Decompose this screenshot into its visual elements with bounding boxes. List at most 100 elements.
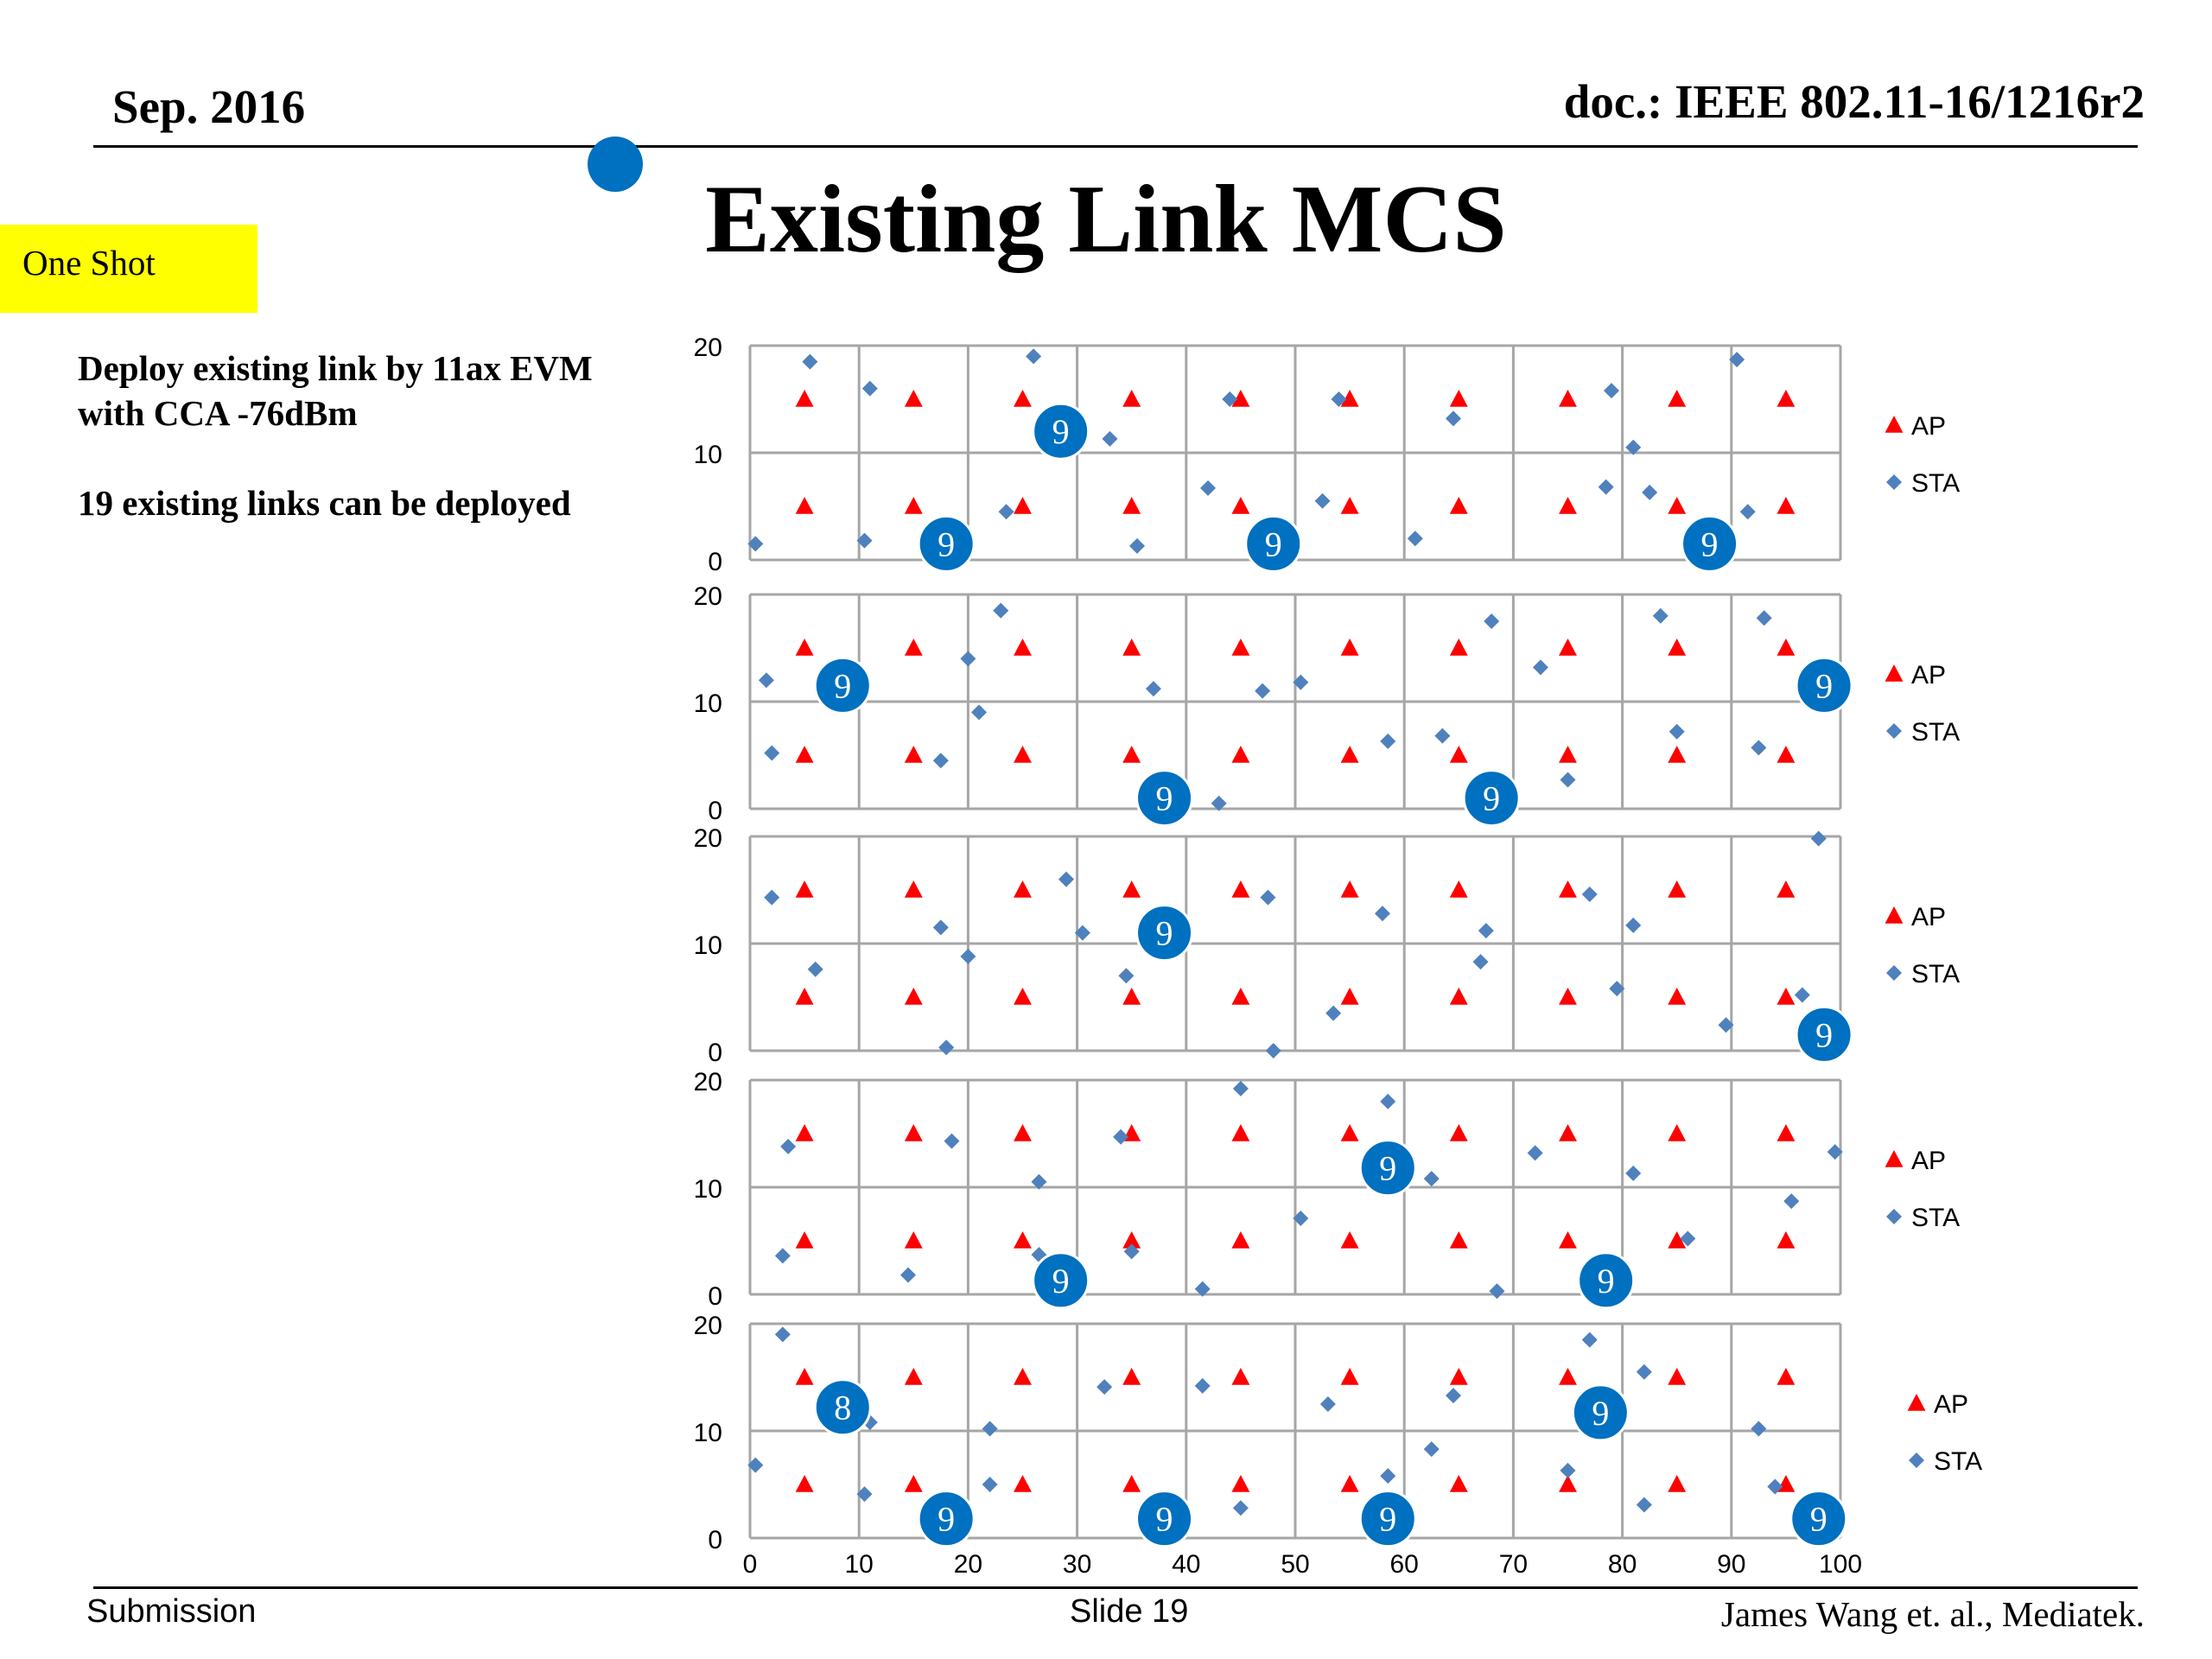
sta-point — [1374, 906, 1390, 922]
description: Deploy existing link by 11ax EVM with CCA… — [78, 346, 665, 570]
ap-point — [1668, 639, 1687, 656]
mcs-badge-label: 9 — [1815, 1015, 1833, 1054]
chart-1: 0 10 20 9 9 9 9 AP STA — [694, 334, 1961, 576]
sta-point — [1472, 954, 1489, 970]
sta-point — [1319, 1396, 1336, 1412]
sta-point — [1211, 795, 1227, 811]
ap-point — [1122, 988, 1141, 1005]
description-line-1: Deploy existing link by 11ax EVM with CCA… — [78, 346, 665, 435]
ap-point — [1559, 1124, 1577, 1141]
ap-point — [904, 1231, 923, 1249]
mcs-badge — [1244, 514, 1303, 573]
mcs-badge-label: 9 — [1483, 779, 1500, 818]
legend-ap-marker — [1885, 416, 1904, 433]
sta-point — [1751, 740, 1767, 756]
slide-title: Existing Link MCS — [705, 166, 1507, 273]
mcs-badge — [1135, 904, 1194, 963]
mcs-badge — [1795, 656, 1853, 715]
sta-point — [1194, 1281, 1211, 1297]
one-shot-tag: One Shot — [0, 225, 257, 313]
x-tick-label: 90 — [1717, 1550, 1745, 1579]
mcs-badge-label: 9 — [1592, 1394, 1609, 1433]
legend-ap-marker — [1885, 906, 1904, 924]
sta-point — [1265, 1043, 1281, 1058]
mcs-badge — [917, 1490, 976, 1548]
ap-point — [1122, 880, 1141, 898]
legend-sta-marker — [1886, 1209, 1902, 1224]
ap-point — [1449, 497, 1468, 514]
sta-point — [971, 704, 988, 721]
sta-point — [1314, 493, 1331, 509]
header-doc-id: doc.: IEEE 802.11-16/1216r2 — [1563, 75, 2145, 128]
ap-point — [1122, 497, 1141, 514]
description-line-1b: with CCA -76dBm — [78, 393, 358, 433]
ap-point — [904, 746, 923, 763]
ap-point — [1449, 746, 1468, 763]
sta-point — [1767, 1478, 1783, 1495]
sta-point — [1532, 659, 1548, 676]
legend-ap-label: AP — [1934, 1390, 1968, 1419]
x-tick-label: 50 — [1281, 1550, 1309, 1579]
ap-point — [1014, 880, 1032, 898]
ap-point — [1777, 639, 1796, 656]
ap-point — [1449, 1231, 1468, 1249]
sta-point — [1560, 1462, 1576, 1478]
ap-point — [1559, 639, 1577, 656]
ap-point — [795, 746, 814, 763]
ap-point — [904, 880, 923, 898]
mcs-badge — [1135, 1490, 1194, 1548]
mcs-badge — [1795, 1005, 1853, 1064]
sta-point — [1652, 607, 1669, 624]
mcs-badge — [917, 514, 976, 573]
ap-point — [1014, 390, 1032, 407]
header-dot-icon — [588, 137, 643, 192]
sta-point — [861, 380, 878, 397]
ap-point — [904, 497, 923, 514]
ap-point — [1668, 1475, 1687, 1492]
ap-point — [1014, 1231, 1032, 1249]
ap-point — [1340, 1475, 1359, 1492]
ap-point — [1231, 1124, 1250, 1141]
ap-point — [1122, 390, 1141, 407]
ap-point — [1777, 497, 1796, 514]
ap-point — [1668, 988, 1687, 1005]
legend-ap-marker — [1885, 664, 1904, 682]
sta-point — [1200, 480, 1217, 496]
mcs-badge — [1032, 1251, 1090, 1310]
y-tick-label: 20 — [694, 1312, 722, 1340]
ap-point — [1559, 1475, 1577, 1492]
ap-point — [1559, 390, 1577, 407]
sta-point — [802, 353, 818, 370]
sta-point — [899, 1267, 916, 1283]
mcs-badge — [1358, 1490, 1417, 1548]
legend-sta-marker — [1909, 1452, 1924, 1468]
sta-point — [1783, 1193, 1800, 1210]
ap-point — [1668, 746, 1687, 763]
sta-point — [1810, 830, 1827, 847]
ap-point — [1559, 1368, 1577, 1385]
sta-point — [1484, 613, 1500, 629]
sta-point — [993, 602, 1009, 619]
sta-point — [1194, 1377, 1211, 1394]
legend-sta-marker — [1886, 723, 1902, 739]
sta-point — [932, 919, 949, 936]
ap-point — [1777, 1124, 1796, 1141]
mcs-badge-label: 9 — [1156, 779, 1173, 818]
mcs-badge-label: 9 — [1598, 1262, 1615, 1300]
ap-point — [1449, 639, 1468, 656]
mcs-badge-label: 9 — [1052, 412, 1070, 451]
mcs-badge-label: 9 — [1815, 666, 1833, 705]
mcs-badge-label: 9 — [1265, 524, 1282, 563]
sta-point — [1222, 391, 1238, 407]
sta-point — [774, 1326, 791, 1343]
sta-point — [944, 1133, 960, 1149]
x-tick-label: 10 — [845, 1550, 874, 1579]
y-tick-label: 10 — [694, 931, 722, 960]
ap-point — [1014, 1475, 1032, 1492]
sta-point — [1729, 352, 1745, 368]
sta-point — [1102, 430, 1118, 447]
ap-point — [1449, 1475, 1468, 1492]
mcs-badge-label: 9 — [1810, 1500, 1827, 1539]
ap-point — [1340, 988, 1359, 1005]
